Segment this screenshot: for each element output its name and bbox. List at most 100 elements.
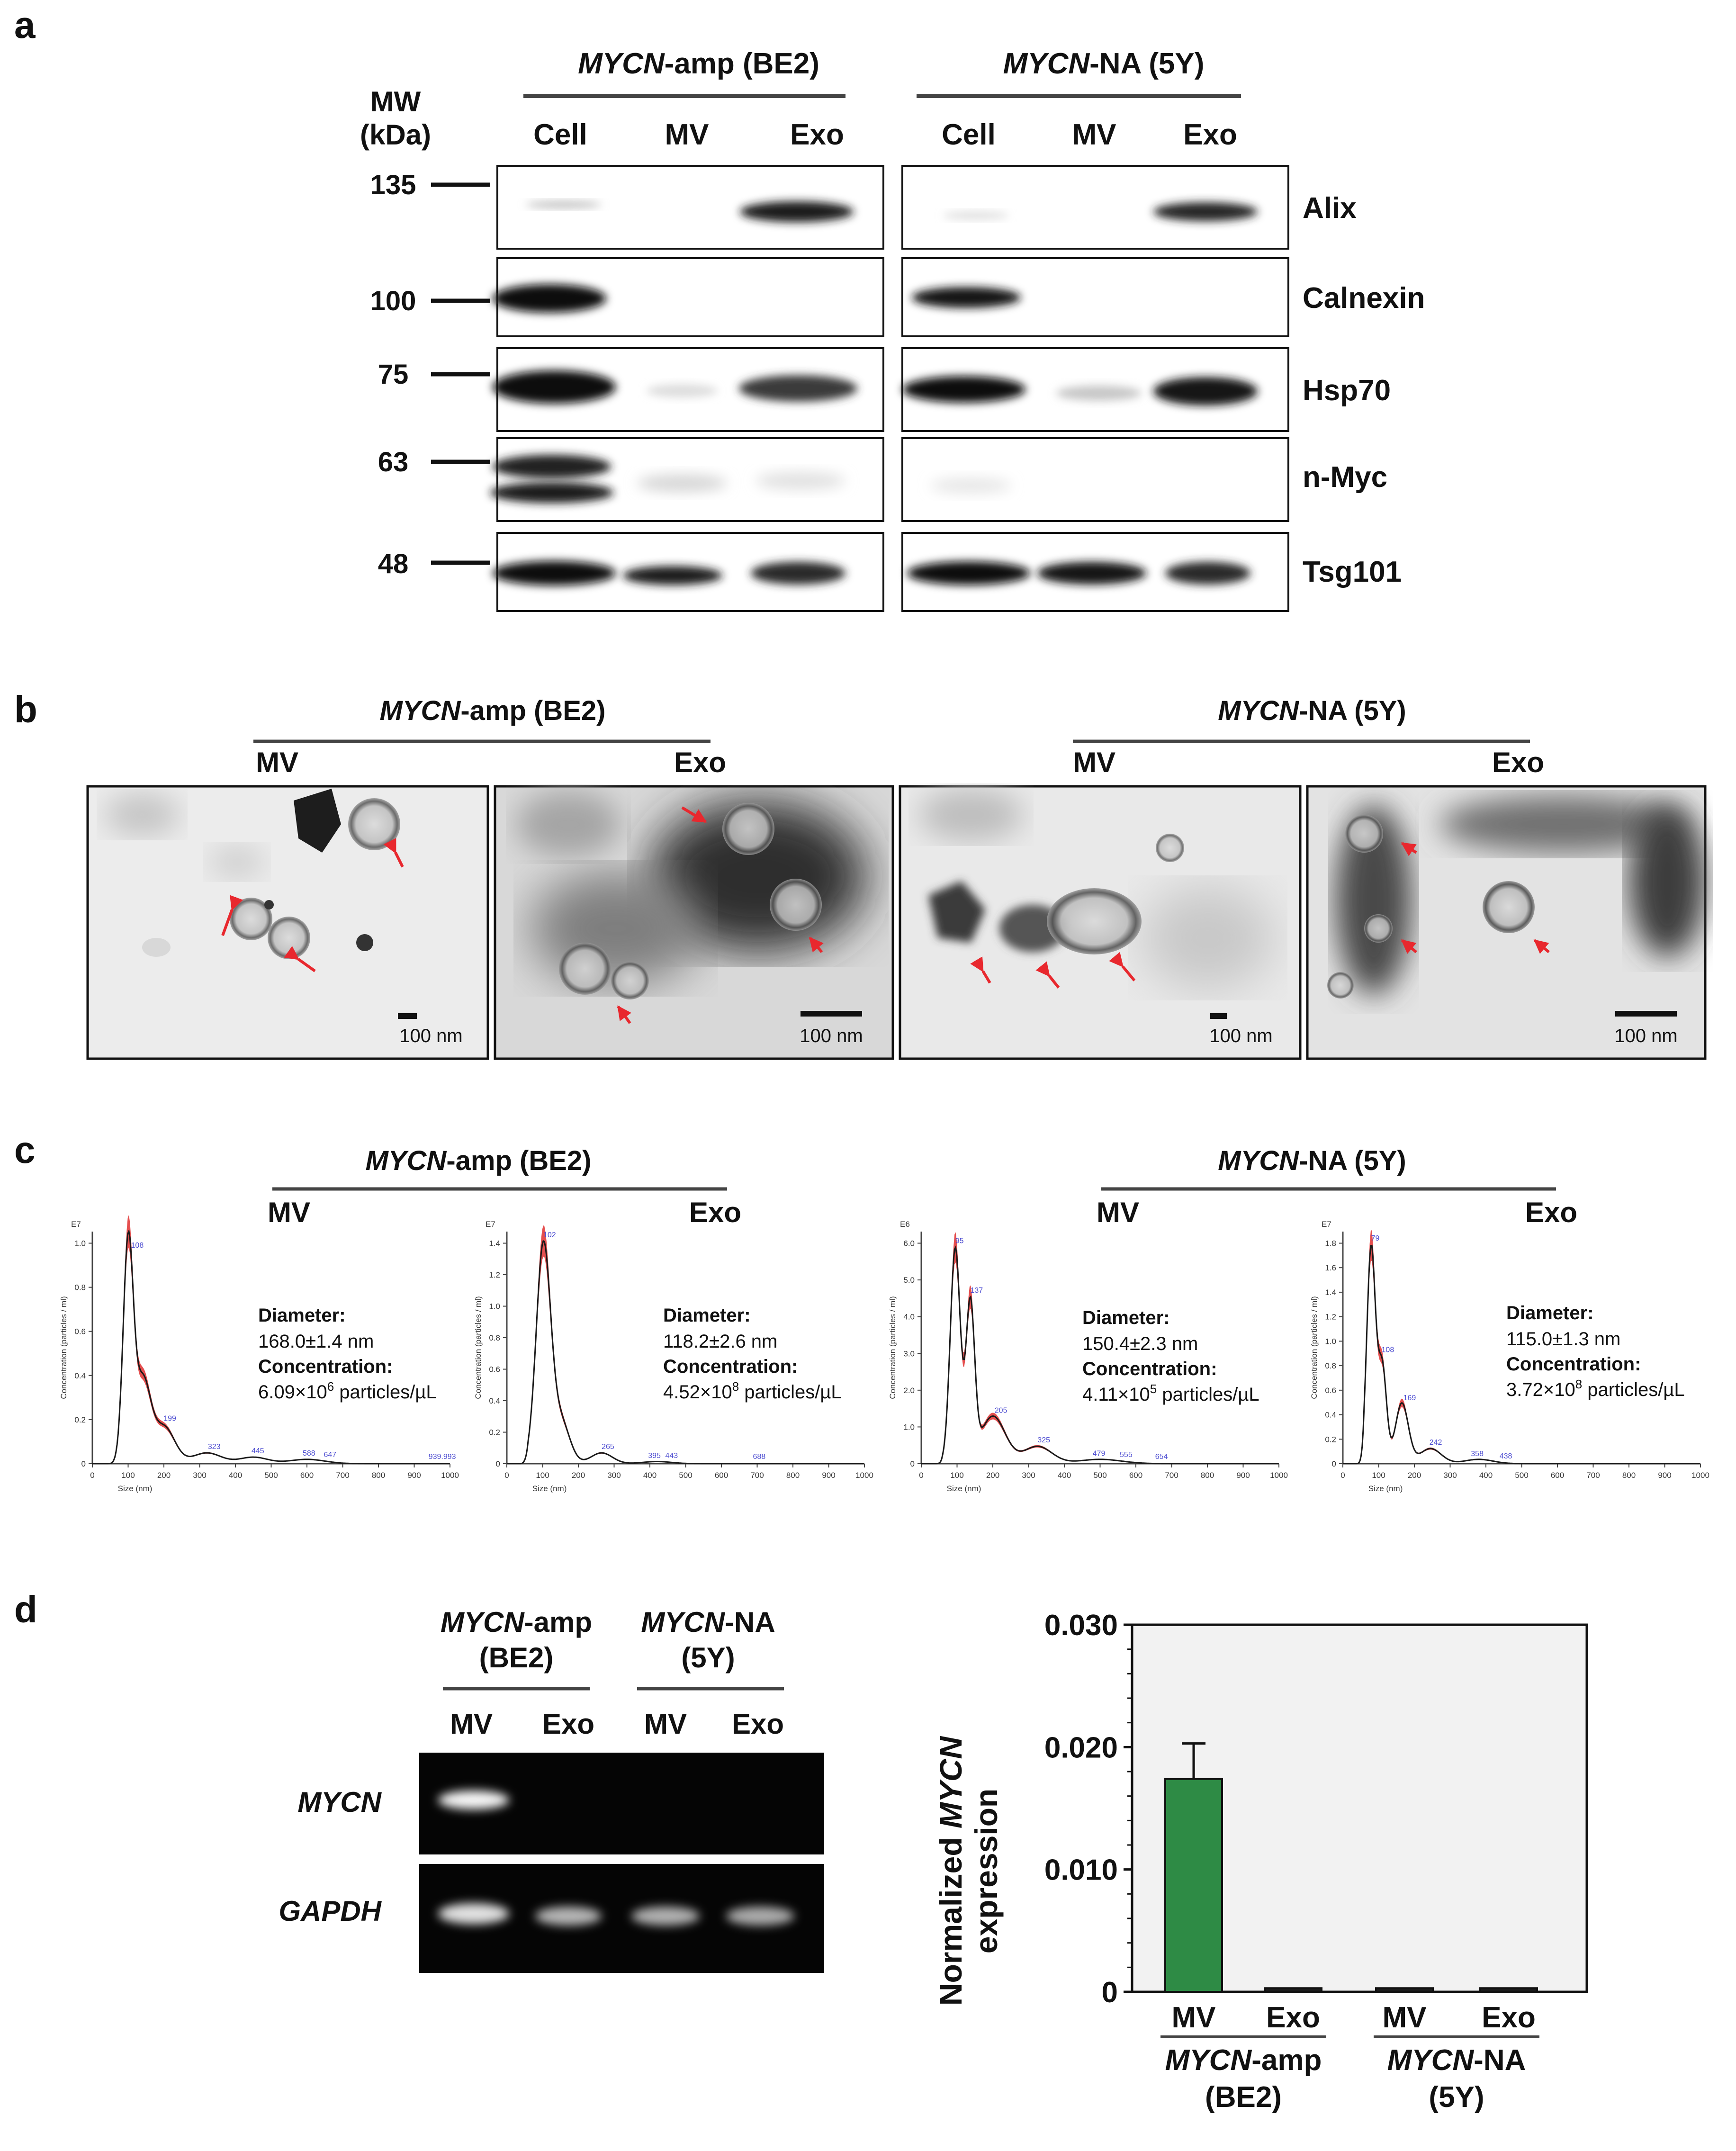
nta-xtick-label: 100 xyxy=(1372,1471,1385,1480)
nta-concentration-label: Concentration: xyxy=(1082,1359,1217,1379)
bar-ytick-label: 0.030 xyxy=(1044,1609,1118,1642)
nta-peak-label: 939.993 xyxy=(429,1453,456,1461)
nta-ytick-label: 0.2 xyxy=(74,1415,86,1424)
nta-ytick-label: 0.4 xyxy=(489,1396,500,1405)
agarose-gel xyxy=(419,1753,824,1973)
nta-ytick-label: 6.0 xyxy=(903,1239,915,1248)
nta-diameter-label: Diameter: xyxy=(258,1305,346,1326)
nta-xlabel: Size (nm) xyxy=(947,1484,981,1493)
nta-exponent: E6 xyxy=(900,1220,910,1229)
band xyxy=(647,384,718,397)
protein-label-hsp70: Hsp70 xyxy=(1303,374,1391,407)
nta-xtick-label: 400 xyxy=(1058,1471,1071,1480)
nta-ytick-label: 0.2 xyxy=(489,1428,500,1437)
nta-plots: E7 0 0.2 0.4 0.6 0.8 1.0 0 100 200 300 400 500 600 700… xyxy=(59,1197,1709,1493)
nta-error-band xyxy=(92,1215,450,1464)
nta-concentration-value: 3.72×108 particles/µL xyxy=(1506,1377,1685,1400)
gene-label-gapdh: GAPDH xyxy=(279,1895,382,1927)
tem-image-mv-5y: 100 nm xyxy=(899,785,1302,1060)
nta-plot-title: MV xyxy=(1097,1197,1139,1228)
band xyxy=(1056,386,1142,401)
nta-concentration-label: Concentration: xyxy=(1506,1354,1641,1375)
nta-xtick-label: 500 xyxy=(1515,1471,1528,1480)
nta-xtick-label: 1000 xyxy=(441,1471,459,1480)
bar-category-label: Exo xyxy=(1266,2001,1320,2034)
panel-c: c MYCN-amp (BE2) MYCN-NA (5Y) E7 0 0.2 0.4 0… xyxy=(14,1129,1709,1493)
band xyxy=(493,370,616,404)
nta-xtick-label: 800 xyxy=(786,1471,800,1480)
nta-size-curve xyxy=(921,1245,1279,1465)
red-arrow xyxy=(284,946,316,972)
nta-ytick-label: 5.0 xyxy=(903,1276,915,1285)
nta-concentration-value: 4.52×108 particles/µL xyxy=(663,1379,842,1403)
group-header-be2: MYCN-amp (BE2) xyxy=(380,695,606,726)
bar-ytick-label: 0 xyxy=(1102,1976,1118,2009)
band xyxy=(1153,377,1258,405)
nta-xtick-label: 400 xyxy=(1479,1471,1493,1480)
nta-xtick-label: 300 xyxy=(607,1471,621,1480)
gel-band xyxy=(535,1907,602,1926)
panel-letter-a: a xyxy=(14,4,36,46)
nta-xtick-label: 700 xyxy=(750,1471,764,1480)
protein-label-tsg101: Tsg101 xyxy=(1303,556,1402,588)
band xyxy=(1165,562,1250,585)
nta-ytick-label: 1.0 xyxy=(903,1422,915,1431)
bar-ytick-label: 0.020 xyxy=(1044,1731,1118,1764)
nta-ylabel: Concentration (particles / ml) xyxy=(59,1296,68,1399)
nta-concentration-value: 4.11×105 particles/µL xyxy=(1082,1382,1259,1405)
band xyxy=(751,562,846,585)
nta-ytick-label: 1.2 xyxy=(1325,1313,1336,1322)
nta-ytick-label: 0.6 xyxy=(1325,1386,1336,1395)
bar-category-label: Exo xyxy=(1482,2001,1536,2034)
bar-category-label: MV xyxy=(1172,2001,1216,2034)
nta-peak-label: 588 xyxy=(303,1449,315,1458)
nta-peak-label: 647 xyxy=(324,1451,336,1459)
nta-xtick-label: 1000 xyxy=(855,1471,873,1480)
nta-size-curve xyxy=(507,1240,864,1465)
red-arrow xyxy=(383,838,404,868)
tem-sublabel-exo-be2: Exo xyxy=(674,747,726,778)
lane-label-exo-5y: Exo xyxy=(1183,118,1237,151)
nta-xtick-label: 300 xyxy=(1022,1471,1035,1480)
nta-ytick-label: 0.6 xyxy=(74,1327,86,1336)
bar-chart-yticks: 0 0.010 0.020 0.030 xyxy=(1044,1609,1132,2009)
nta-xtick-label: 700 xyxy=(1586,1471,1600,1480)
nta-plot-title: Exo xyxy=(1525,1197,1577,1228)
band xyxy=(943,212,1009,219)
bar-chart-ylabel-line2: expression xyxy=(969,1789,1004,1954)
bar-chart-bars xyxy=(1164,1742,1538,1993)
nta-peak-label: 688 xyxy=(753,1453,765,1461)
nta-ytick-label: 0.4 xyxy=(74,1371,86,1380)
nta-ytick-label: 0.8 xyxy=(489,1333,500,1342)
nta-peak-label: 108 xyxy=(131,1242,144,1250)
nta-ytick-label: 1.0 xyxy=(489,1302,500,1311)
nta-ylabel: Concentration (particles / ml) xyxy=(1310,1296,1319,1399)
bar-group-label-line2: (5Y) xyxy=(1429,2081,1484,2114)
nta-diameter-value: 150.4±2.3 nm xyxy=(1082,1333,1198,1354)
nta-ytick-label: 1.4 xyxy=(1325,1288,1336,1297)
nta-xlabel: Size (nm) xyxy=(118,1484,153,1493)
nta-error-band xyxy=(507,1225,864,1464)
band xyxy=(493,561,616,585)
mw-marker-63: 63 xyxy=(378,447,409,477)
western-blots xyxy=(490,165,1289,612)
group-header-be2: MYCN-amp (BE2) xyxy=(366,1145,592,1176)
bar-category-label: MV xyxy=(1383,2001,1427,2034)
band xyxy=(623,566,722,585)
nta-peak-label: 265 xyxy=(602,1443,614,1451)
band xyxy=(637,475,727,492)
nta-xtick-label: 900 xyxy=(1236,1471,1250,1480)
red-arrow xyxy=(809,936,824,953)
nta-xtick-label: 200 xyxy=(1408,1471,1421,1480)
nta-peak-label: 199 xyxy=(163,1415,176,1423)
nta-ytick-label: 1.0 xyxy=(1325,1337,1336,1346)
nta-peak-label: 395 xyxy=(648,1452,661,1460)
nta-xtick-label: 0 xyxy=(919,1471,923,1480)
nta-xtick-label: 600 xyxy=(300,1471,314,1480)
nta-xtick-label: 300 xyxy=(193,1471,206,1480)
nta-peak-label: 358 xyxy=(1471,1450,1484,1458)
nta-xtick-label: 600 xyxy=(715,1471,728,1480)
mw-marker-100: 100 xyxy=(370,286,416,316)
lane-label-cell-be2: Cell xyxy=(533,118,587,151)
nta-plot-1: E7 0 0.2 0.4 0.6 0.8 1.0 0 100 200 300 400 500 600 700… xyxy=(59,1197,459,1493)
